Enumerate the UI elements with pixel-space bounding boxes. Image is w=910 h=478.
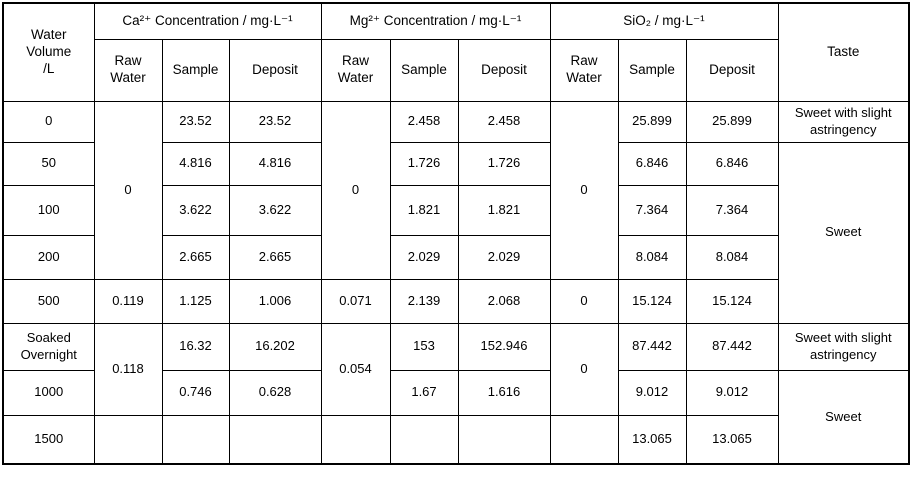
cell-mg-raw-1500-empty xyxy=(320,414,391,465)
header-mg-sample: Sample xyxy=(389,38,459,102)
cell-sio2-sample-1000: 9.012 xyxy=(617,369,687,416)
cell-sio2-deposit-50: 6.846 xyxy=(685,141,779,186)
header-sio2-group: SiO₂ / mg·L⁻¹ xyxy=(549,2,779,40)
cell-volume-1000: 1000 xyxy=(2,369,95,416)
header-sio2-deposit: Deposit xyxy=(685,38,779,102)
cell-mg-sample-1000: 1.67 xyxy=(389,369,459,416)
header-mg-group: Mg²⁺ Concentration / mg·L⁻¹ xyxy=(320,2,551,40)
cell-mg-sample-soaked: 153 xyxy=(389,322,459,371)
cell-ca-raw-merged-soaked-1000: 0.118 xyxy=(93,322,163,416)
cell-sio2-sample-100: 7.364 xyxy=(617,184,687,236)
cell-ca-deposit-100: 3.622 xyxy=(228,184,322,236)
cell-mg-sample-100: 1.821 xyxy=(389,184,459,236)
table-row: 500 0.119 1.125 1.006 0.071 2.139 2.068 … xyxy=(2,278,909,324)
cell-mg-raw-500: 0.071 xyxy=(320,278,391,324)
header-taste: Taste xyxy=(777,2,910,102)
cell-volume-500: 500 xyxy=(2,278,95,324)
header-ca-sample: Sample xyxy=(161,38,230,102)
cell-ca-raw-1500-empty xyxy=(93,414,163,465)
cell-sio2-sample-soaked: 87.442 xyxy=(617,322,687,371)
cell-ca-sample-1500-empty xyxy=(161,414,230,465)
header-water-volume: Water Volume /L xyxy=(2,2,95,102)
header-row-subcolumns: Raw Water Sample Deposit Raw Water Sampl… xyxy=(3,38,909,102)
cell-ca-sample-500: 1.125 xyxy=(161,278,230,324)
cell-taste-soaked: Sweet with slight astringency xyxy=(777,322,910,371)
cell-ca-raw-500: 0.119 xyxy=(93,278,163,324)
cell-sio2-sample-0: 25.899 xyxy=(617,100,687,143)
cell-ca-sample-1000: 0.746 xyxy=(161,369,230,416)
cell-volume-0: 0 xyxy=(2,100,95,143)
cell-ca-deposit-1500-empty xyxy=(228,414,322,465)
cell-volume-50: 50 xyxy=(2,141,95,186)
water-quality-table: Water Volume /L Ca²⁺ Concentration / mg·… xyxy=(2,2,910,465)
cell-taste-merged-1000-1500: Sweet xyxy=(777,369,910,465)
cell-mg-sample-200: 2.029 xyxy=(389,234,459,280)
cell-mg-sample-0: 2.458 xyxy=(389,100,459,143)
cell-volume-1500: 1500 xyxy=(2,414,95,465)
cell-taste-merged-50-500: Sweet xyxy=(777,141,910,324)
cell-mg-deposit-500: 2.068 xyxy=(457,278,551,324)
table-row: 1000 0.746 0.628 1.67 1.616 9.012 9.012 … xyxy=(2,369,910,465)
table-row: 50 4.816 4.816 1.726 1.726 6.846 6.846 S… xyxy=(2,141,910,324)
cell-sio2-sample-1500: 13.065 xyxy=(617,414,687,465)
cell-mg-sample-500: 2.139 xyxy=(389,278,459,324)
cell-sio2-deposit-100: 7.364 xyxy=(685,184,779,236)
cell-mg-deposit-1000: 1.616 xyxy=(457,369,551,416)
cell-ca-sample-soaked: 16.32 xyxy=(161,322,230,371)
table-row: 100 3.622 3.622 1.821 1.821 7.364 7.364 xyxy=(2,184,909,236)
cell-ca-sample-0: 23.52 xyxy=(161,100,230,143)
header-sio2-raw-water: Raw Water xyxy=(549,38,619,102)
cell-mg-deposit-100: 1.821 xyxy=(457,184,551,236)
cell-sio2-raw-500: 0 xyxy=(549,278,619,324)
header-ca-raw-water: Raw Water xyxy=(93,38,163,102)
cell-ca-deposit-200: 2.665 xyxy=(228,234,322,280)
cell-sio2-raw-1500-empty xyxy=(549,414,619,465)
table-row: Soaked Overnight 0.118 16.32 16.202 0.05… xyxy=(2,322,910,416)
table-row: 1500 13.065 13.065 xyxy=(2,414,909,465)
cell-ca-sample-200: 2.665 xyxy=(161,234,230,280)
cell-ca-raw-merged-0-200: 0 xyxy=(93,100,163,280)
header-ca-deposit: Deposit xyxy=(228,38,322,102)
cell-volume-200: 200 xyxy=(2,234,95,280)
cell-mg-sample-50: 1.726 xyxy=(389,141,459,186)
cell-mg-deposit-1500-empty xyxy=(457,414,551,465)
cell-ca-deposit-soaked: 16.202 xyxy=(228,322,322,371)
cell-sio2-deposit-1000: 9.012 xyxy=(685,369,779,416)
table-row: 200 2.665 2.665 2.029 2.029 8.084 8.084 xyxy=(2,234,909,280)
cell-ca-sample-50: 4.816 xyxy=(161,141,230,186)
cell-mg-deposit-200: 2.029 xyxy=(457,234,551,280)
cell-ca-deposit-50: 4.816 xyxy=(228,141,322,186)
cell-mg-deposit-50: 1.726 xyxy=(457,141,551,186)
cell-mg-raw-merged-soaked-1000: 0.054 xyxy=(320,322,391,416)
cell-volume-soaked: Soaked Overnight xyxy=(2,322,95,371)
cell-sio2-raw-merged-soaked-1000: 0 xyxy=(549,322,619,416)
cell-mg-deposit-soaked: 152.946 xyxy=(457,322,551,371)
cell-sio2-sample-200: 8.084 xyxy=(617,234,687,280)
cell-sio2-deposit-200: 8.084 xyxy=(685,234,779,280)
cell-mg-deposit-0: 2.458 xyxy=(457,100,551,143)
cell-sio2-sample-50: 6.846 xyxy=(617,141,687,186)
header-mg-deposit: Deposit xyxy=(457,38,551,102)
header-mg-raw-water: Raw Water xyxy=(320,38,391,102)
header-sio2-sample: Sample xyxy=(617,38,687,102)
cell-ca-deposit-0: 23.52 xyxy=(228,100,322,143)
cell-sio2-deposit-0: 25.899 xyxy=(685,100,779,143)
cell-ca-deposit-1000: 0.628 xyxy=(228,369,322,416)
header-row-groups: Water Volume /L Ca²⁺ Concentration / mg·… xyxy=(2,2,910,102)
cell-mg-sample-1500-empty xyxy=(389,414,459,465)
cell-sio2-deposit-1500: 13.065 xyxy=(685,414,779,465)
cell-volume-100: 100 xyxy=(2,184,95,236)
cell-sio2-sample-500: 15.124 xyxy=(617,278,687,324)
cell-sio2-deposit-500: 15.124 xyxy=(685,278,779,324)
cell-sio2-raw-merged-0-200: 0 xyxy=(549,100,619,280)
cell-sio2-deposit-soaked: 87.442 xyxy=(685,322,779,371)
cell-taste-0: Sweet with slight astringency xyxy=(777,100,910,143)
header-ca-group: Ca²⁺ Concentration / mg·L⁻¹ xyxy=(93,2,322,40)
cell-ca-deposit-500: 1.006 xyxy=(228,278,322,324)
table-row: 0 0 23.52 23.52 0 2.458 2.458 0 25.899 2… xyxy=(2,100,910,280)
cell-ca-sample-100: 3.622 xyxy=(161,184,230,236)
cell-mg-raw-merged-0-200: 0 xyxy=(320,100,391,280)
